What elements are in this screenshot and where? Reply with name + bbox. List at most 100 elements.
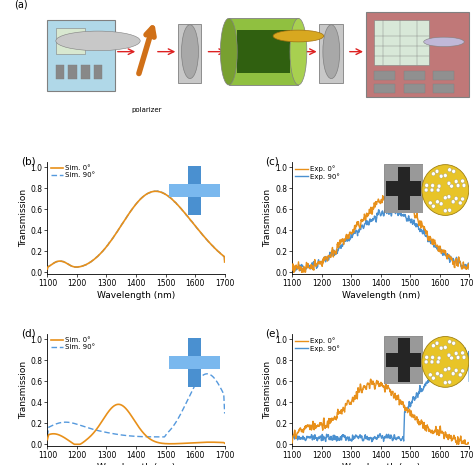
Sim. 0°: [210, 439, 216, 445]
Sim. 90°: [210, 374, 216, 380]
Exp. 0°: [368, 376, 374, 382]
Sim. 90°: [222, 411, 228, 416]
Bar: [374, 84, 395, 93]
Bar: [433, 71, 455, 80]
Exp. 90°: [291, 269, 296, 274]
Exp. 0°: [347, 400, 353, 406]
Bar: [56, 28, 85, 53]
Exp. 0°: [322, 254, 328, 259]
Sim. 0°: [153, 188, 159, 194]
Sim. 0°: [56, 259, 62, 264]
Exp. 0°: [291, 270, 297, 275]
Circle shape: [424, 37, 464, 47]
Bar: [404, 71, 425, 80]
Y-axis label: Transmission: Transmission: [18, 189, 27, 247]
X-axis label: Wavelength (nm): Wavelength (nm): [97, 463, 175, 465]
Ellipse shape: [182, 25, 199, 79]
Sim. 90°: [45, 266, 50, 272]
Bar: [433, 84, 455, 93]
Bar: [47, 20, 115, 91]
Exp. 90°: [369, 439, 374, 445]
Bar: [374, 71, 395, 80]
Sim. 0°: [222, 440, 228, 446]
Exp. 0°: [348, 230, 354, 235]
Bar: [374, 20, 429, 66]
Exp. 0°: [431, 429, 437, 435]
Sim. 90°: [78, 423, 83, 428]
Line: Exp. 90°: Exp. 90°: [292, 348, 469, 442]
Exp. 0°: [461, 441, 467, 446]
Bar: [237, 30, 290, 73]
Exp. 0°: [301, 265, 306, 271]
Exp. 90°: [347, 437, 353, 442]
Sim. 0°: [72, 441, 77, 447]
Exp. 90°: [289, 434, 295, 440]
Line: Exp. 0°: Exp. 0°: [292, 379, 469, 444]
Bar: [81, 66, 90, 79]
Sim. 0°: [45, 266, 50, 272]
Sim. 0°: [217, 439, 222, 445]
Legend: Sim. 0°, Sim. 90°: Sim. 0°, Sim. 90°: [51, 166, 96, 179]
Sim. 90°: [56, 259, 62, 264]
Exp. 0°: [431, 241, 437, 247]
Sim. 90°: [204, 371, 210, 377]
Exp. 90°: [455, 263, 461, 268]
Text: polarizer: polarizer: [131, 107, 162, 113]
Sim. 0°: [103, 412, 109, 418]
Exp. 90°: [289, 266, 295, 272]
Sim. 0°: [217, 250, 222, 255]
Exp. 0°: [390, 191, 396, 197]
Sim. 0°: [116, 402, 121, 407]
Legend: Sim. 0°, Sim. 90°: Sim. 0°, Sim. 90°: [51, 337, 96, 350]
Legend: Exp. 0°, Exp. 90°: Exp. 0°, Exp. 90°: [295, 337, 340, 352]
Exp. 90°: [385, 204, 391, 210]
Exp. 90°: [462, 345, 468, 351]
Bar: [366, 13, 469, 97]
Y-axis label: Transmission: Transmission: [18, 361, 27, 419]
Exp. 0°: [322, 425, 328, 431]
X-axis label: Wavelength (nm): Wavelength (nm): [341, 463, 420, 465]
Sim. 90°: [103, 245, 109, 250]
Line: Sim. 90°: Sim. 90°: [47, 191, 225, 269]
Exp. 0°: [466, 441, 472, 447]
Sim. 90°: [210, 243, 216, 249]
Exp. 0°: [466, 266, 472, 272]
Exp. 0°: [289, 440, 295, 446]
Bar: [178, 24, 201, 83]
Exp. 0°: [454, 441, 460, 447]
Line: Exp. 0°: Exp. 0°: [292, 194, 469, 272]
Exp. 90°: [301, 434, 306, 440]
Exp. 90°: [466, 379, 472, 384]
Sim. 90°: [217, 249, 222, 255]
Circle shape: [273, 30, 324, 42]
Exp. 0°: [289, 267, 295, 273]
Bar: [319, 24, 343, 83]
Exp. 0°: [455, 436, 461, 442]
Text: (d): (d): [21, 328, 36, 338]
Exp. 90°: [431, 243, 437, 248]
Sim. 90°: [186, 394, 192, 400]
Line: Sim. 0°: Sim. 0°: [47, 191, 225, 269]
Text: (c): (c): [265, 156, 279, 166]
Sim. 0°: [103, 245, 109, 250]
Exp. 0°: [455, 264, 461, 269]
Exp. 90°: [348, 234, 354, 239]
Sim. 0°: [210, 244, 216, 249]
Bar: [229, 18, 299, 85]
Text: (a): (a): [14, 0, 27, 10]
Sim. 90°: [186, 215, 192, 220]
Bar: [404, 84, 425, 93]
Sim. 0°: [78, 264, 83, 269]
Sim. 0°: [45, 437, 50, 442]
Y-axis label: Transmission: Transmission: [263, 189, 272, 247]
Line: Sim. 0°: Sim. 0°: [47, 405, 225, 444]
Exp. 90°: [322, 259, 328, 265]
Sim. 90°: [45, 433, 50, 439]
Line: Sim. 90°: Sim. 90°: [47, 374, 225, 437]
Bar: [56, 66, 64, 79]
Line: Exp. 90°: Exp. 90°: [292, 207, 469, 272]
Exp. 90°: [301, 266, 306, 272]
Text: (b): (b): [21, 156, 36, 166]
Text: (e): (e): [265, 328, 280, 338]
Sim. 0°: [222, 259, 228, 265]
